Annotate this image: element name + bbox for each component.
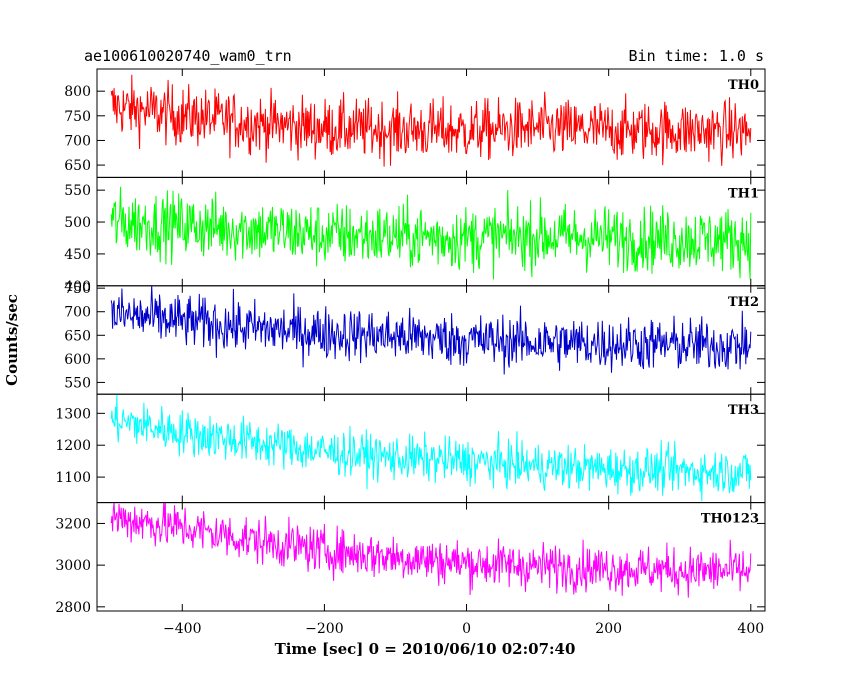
- y-tick-label: 700: [64, 305, 91, 321]
- y-tick-label: 650: [64, 328, 91, 344]
- panel-th2: 550 600 650 700 750 TH2: [64, 281, 766, 395]
- y-tick-label: 800: [64, 84, 91, 100]
- y-tick-label: 750: [64, 109, 91, 125]
- bin-time-label: Bin time: 1.0 s: [629, 47, 764, 65]
- panel-th3: 1100 1200 1300 TH3: [55, 393, 766, 504]
- panel-th1: 400 450 500 550 TH1: [64, 176, 766, 295]
- panel-frame: [96, 502, 766, 612]
- y-tick-label: 3200: [55, 516, 91, 532]
- y-tick-label: 2800: [55, 600, 91, 616]
- y-tick-label: 600: [64, 352, 91, 368]
- y-tick-label: 750: [64, 281, 91, 297]
- panel-label: TH0123: [701, 512, 759, 527]
- y-tick-label: 450: [64, 247, 91, 263]
- panel-label: TH2: [728, 295, 759, 310]
- chart-title: ae100610020740_wam0_trn: [84, 47, 292, 65]
- x-tick-label: −400: [163, 621, 201, 637]
- panel-label: TH0: [728, 78, 759, 93]
- x-tick-label: 200: [595, 621, 622, 637]
- panel-frame: [96, 393, 766, 504]
- y-tick-label: 3000: [55, 558, 91, 574]
- panel-th0123: 2800 3000 3200 TH0123: [55, 502, 766, 616]
- y-tick-label: 550: [64, 375, 91, 391]
- y-axis-label: Counts/sec: [3, 294, 21, 386]
- y-tick-label: 1100: [55, 470, 91, 486]
- panel-label: TH3: [728, 403, 759, 418]
- y-tick-label: 650: [64, 158, 91, 174]
- series-line-th0123: [110, 502, 752, 598]
- y-tick-label: 700: [64, 133, 91, 149]
- series-line-th2: [110, 285, 752, 375]
- y-tick-label: 1200: [55, 438, 91, 454]
- panel-label: TH1: [728, 186, 759, 201]
- series-line-th0: [110, 74, 752, 167]
- y-tick-label: 550: [64, 183, 91, 199]
- panel-th0: 650 700 750 800 TH0: [64, 68, 766, 178]
- panels-group: 650 700 750 800 TH0 400 450 500 550 TH1 550 600 650 7…: [55, 68, 766, 637]
- y-tick-label: 400: [64, 279, 91, 295]
- x-tick-label: 0: [462, 621, 471, 637]
- y-tick-label: 500: [64, 215, 91, 231]
- series-line-th3: [110, 394, 752, 502]
- x-tick-label: −200: [305, 621, 343, 637]
- x-tick-label: 400: [737, 621, 764, 637]
- y-tick-label: 1300: [55, 406, 91, 422]
- x-axis-label: Time [sec] 0 = 2010/06/10 02:07:40: [275, 640, 576, 658]
- series-line-th1: [110, 186, 752, 280]
